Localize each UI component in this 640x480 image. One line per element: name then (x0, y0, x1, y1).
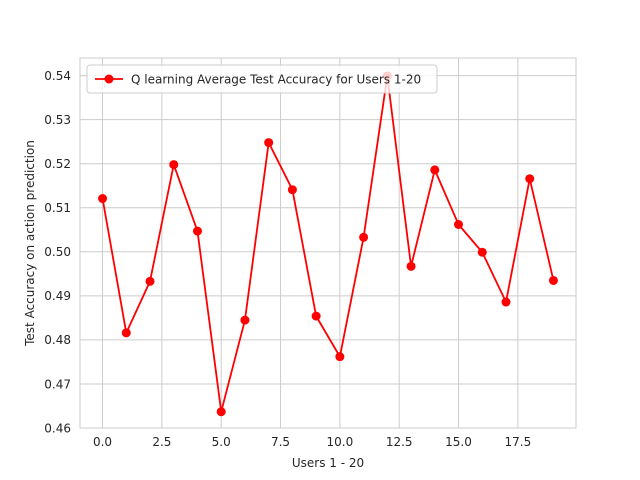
y-tick-label: 0.51 (44, 201, 71, 215)
legend-label: Q learning Average Test Accuracy for Use… (131, 73, 421, 87)
x-tick-label: 7.5 (271, 435, 290, 449)
y-tick-label: 0.53 (44, 113, 71, 127)
x-tick-label: 5.0 (212, 435, 231, 449)
data-point (121, 328, 131, 338)
y-tick-label: 0.48 (44, 333, 71, 347)
data-point (359, 232, 369, 242)
legend-box (86, 64, 438, 94)
data-point (454, 220, 464, 229)
y-tick-label: 0.49 (44, 289, 71, 303)
x-tick-label: 2.5 (152, 435, 171, 449)
x-tick-label: 12.5 (386, 435, 413, 449)
y-tick-label: 0.50 (44, 245, 71, 259)
data-point (501, 297, 511, 307)
data-point (264, 138, 274, 148)
x-axis-label: Users 1 - 20 (292, 456, 364, 470)
y-tick-label: 0.46 (44, 421, 71, 435)
legend-marker-sample (104, 74, 114, 84)
series-0 (98, 71, 558, 417)
plot-border (79, 57, 577, 429)
x-tick-label: 15.0 (445, 435, 472, 449)
plot-frame (79, 57, 577, 429)
data-point (477, 247, 487, 257)
x-tick-label: 0.0 (93, 435, 112, 449)
data-point (98, 194, 108, 204)
x-tick-label: 10.0 (327, 435, 354, 449)
data-point (169, 160, 179, 170)
series-line (101, 75, 555, 413)
data-point (335, 352, 345, 362)
series-layer (98, 71, 558, 417)
data-point (548, 275, 558, 285)
y-tick-label: 0.54 (44, 69, 71, 83)
x-tick-label: 17.5 (504, 435, 531, 449)
y-tick-label: 0.52 (44, 157, 71, 171)
data-point (216, 407, 226, 417)
data-point (192, 226, 202, 236)
data-point (311, 311, 321, 321)
data-point (145, 276, 155, 286)
data-point (430, 165, 440, 175)
data-point (240, 315, 250, 325)
legend: Q learning Average Test Accuracy for Use… (86, 64, 438, 94)
data-point (287, 185, 297, 195)
data-point (406, 261, 416, 271)
y-tick-label: 0.47 (44, 377, 71, 391)
data-point (525, 174, 535, 184)
tick-labels: 0.0 2.5 5.0 7.5 10.0 12.5 15.0 17.5 0.46 0.47 0.48… (44, 69, 531, 449)
plot-area-background (80, 58, 576, 428)
y-axis-label: Test Accuracy on action prediction (23, 140, 37, 347)
